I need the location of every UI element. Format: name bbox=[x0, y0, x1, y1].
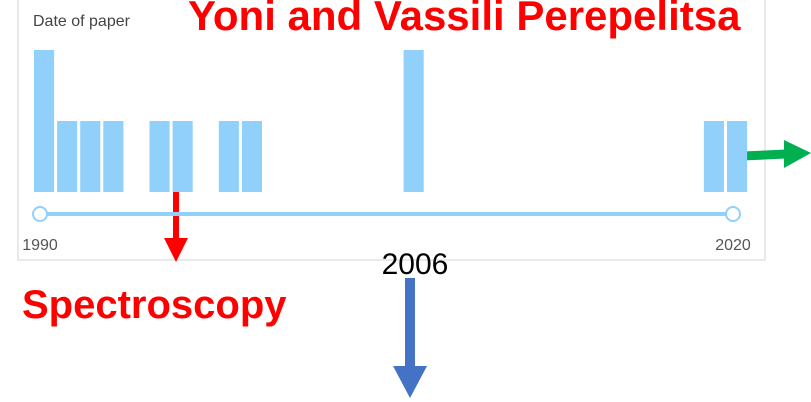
blue-arrow bbox=[393, 278, 427, 398]
bar bbox=[57, 121, 78, 192]
annotation-topic: Spectroscopy bbox=[22, 283, 287, 327]
slider-handle bbox=[32, 206, 48, 222]
x-tick-label: 1990 bbox=[22, 237, 58, 254]
bar bbox=[218, 121, 239, 192]
bar bbox=[241, 121, 262, 192]
red-arrow bbox=[164, 192, 188, 262]
bar bbox=[703, 121, 724, 192]
bar bbox=[149, 121, 170, 192]
bar bbox=[172, 121, 193, 192]
annotation-year: 2006 bbox=[382, 248, 449, 281]
bar bbox=[727, 121, 748, 192]
x-tick-label: 2020 bbox=[715, 237, 751, 254]
slider-handle bbox=[725, 206, 741, 222]
annotation-title: Yoni and Vassili Perepelitsa bbox=[188, 0, 741, 39]
bar bbox=[80, 121, 101, 192]
x-axis-title: Date of paper bbox=[33, 13, 131, 30]
bar bbox=[103, 121, 124, 192]
panel bbox=[17, 0, 766, 261]
green-arrow bbox=[742, 140, 811, 168]
bar bbox=[34, 50, 55, 192]
bar bbox=[403, 50, 424, 192]
